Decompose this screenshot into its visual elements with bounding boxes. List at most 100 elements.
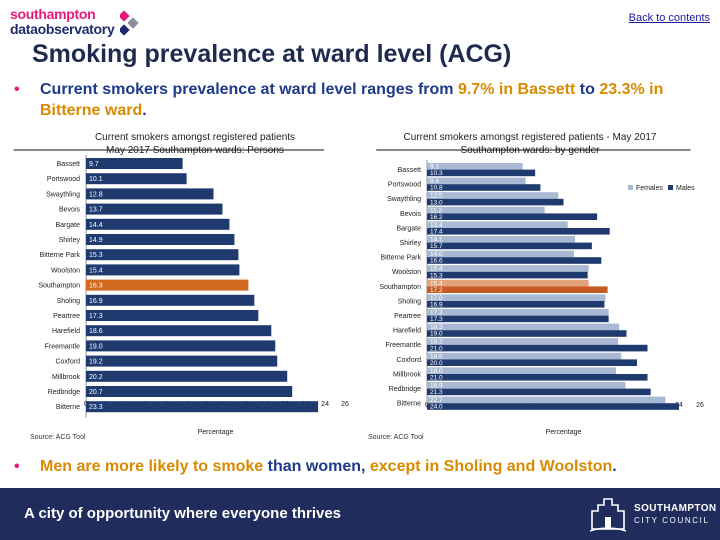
bar: [86, 234, 235, 245]
category-label: Bevois: [59, 207, 81, 214]
right-chart-source: Source: ACG Tool: [368, 434, 424, 441]
bullet1-post: .: [142, 102, 147, 119]
bar-male: [427, 184, 541, 191]
category-label: Freemantle: [386, 342, 422, 349]
category-label: Coxford: [396, 357, 421, 364]
bar: [86, 203, 223, 215]
bar-male: [427, 286, 608, 293]
category-label: Peartree: [394, 313, 421, 320]
data-label-female: 18.9: [430, 383, 443, 390]
data-label-female: 17.0: [430, 295, 443, 302]
bar-male: [427, 330, 627, 337]
bar: [86, 188, 214, 200]
legend-swatch-males: [668, 185, 673, 190]
category-label: Southampton: [379, 284, 421, 291]
bar-female: [427, 352, 622, 360]
data-label: 19.2: [89, 359, 103, 366]
bar: [86, 370, 288, 382]
category-label: Shirley: [59, 237, 81, 244]
x-tick-label: 26: [696, 402, 704, 409]
data-label-male: 13.0: [430, 199, 443, 206]
bar: [86, 264, 240, 276]
logo-line1: southampton: [10, 6, 96, 22]
category-label: Redbridge: [48, 389, 80, 396]
category-label: Bitterne: [56, 404, 80, 411]
bar-male: [427, 242, 592, 250]
data-label: 23.3: [89, 404, 103, 411]
data-label-male: 16.6: [430, 258, 443, 265]
category-label: Harefield: [52, 328, 80, 335]
bullet1-highlight-max: 23.3% in Bitterne ward: [40, 81, 664, 119]
bar: [86, 249, 239, 261]
bar-male: [427, 169, 536, 177]
data-label-female: 9.1: [430, 164, 439, 171]
category-label: Freemantle: [45, 343, 81, 350]
bar-female: [427, 265, 589, 272]
data-label-male: 15.7: [430, 243, 443, 250]
data-label-male: 21.0: [430, 375, 443, 382]
data-label-female: 18.0: [430, 368, 443, 375]
data-label-male: 15.3: [430, 272, 443, 279]
category-label: Woolston: [392, 269, 421, 276]
bar-male: [427, 271, 588, 279]
category-label: Millbrook: [52, 374, 81, 381]
category-label: Swaythling: [46, 191, 80, 198]
category-label: Bargate: [396, 225, 421, 232]
legend-label-males: Males: [676, 185, 695, 192]
bullet1-pre: Current smokers prevalence at ward level…: [40, 81, 458, 98]
bar-male: [427, 344, 648, 352]
bar: [86, 340, 276, 352]
data-label-male: 17.2: [430, 287, 443, 294]
bar-female: [427, 192, 559, 199]
data-label-female: 9.4: [430, 178, 439, 185]
data-label-female: 18.3: [430, 324, 443, 331]
bar: [86, 401, 319, 413]
data-label-female: 13.4: [430, 222, 443, 229]
bar-male: [427, 403, 679, 410]
category-label: Redbridge: [389, 386, 421, 393]
bar-male: [427, 359, 637, 366]
x-tick-label: 24: [321, 401, 329, 408]
x-tick-label: 26: [341, 401, 349, 408]
legend-swatch-females: [628, 185, 633, 190]
data-label-female: 12.5: [430, 193, 443, 200]
gender-bar-chart: 02468101214161820222426PercentageBassett…: [376, 149, 704, 436]
bar-southampton: [86, 279, 249, 291]
footer-org-line1: SOUTHAMPTON: [634, 503, 717, 514]
category-label: Portswood: [47, 176, 80, 183]
data-label-female: 18.5: [430, 353, 443, 360]
category-label: Bitterne Park: [381, 255, 422, 262]
data-label-female: 22.7: [430, 397, 443, 404]
bullet-dot-icon: •: [14, 81, 20, 98]
left-chart-source: Source: ACG Tool: [30, 434, 86, 441]
data-label: 18.6: [89, 328, 103, 335]
category-label: Coxford: [55, 359, 80, 366]
data-label: 15.3: [89, 252, 103, 259]
data-label-male: 20.0: [430, 360, 443, 367]
persons-bar-chart: 02468101214161820222426PercentageBassett…: [13, 149, 349, 436]
data-label: 19.0: [89, 343, 103, 350]
bar-female: [427, 177, 526, 185]
data-label-male: 10.8: [430, 185, 443, 192]
data-label-male: 17.3: [430, 316, 443, 323]
data-label-female: 15.4: [430, 280, 443, 287]
data-label-male: 19.0: [430, 331, 443, 338]
category-label: Portswood: [388, 182, 421, 189]
bullet1-highlight-min: 9.7% in Bassett: [457, 81, 576, 98]
bar-female: [427, 206, 545, 214]
back-to-contents-link[interactable]: Back to contents: [628, 12, 710, 24]
footer-org-line2: CITY COUNCIL: [634, 516, 710, 525]
data-label-male: 10.3: [430, 170, 443, 177]
bar-male: [427, 301, 605, 308]
bar: [86, 355, 278, 367]
bullet-dot-icon: •: [14, 458, 20, 475]
bar-female: [427, 294, 606, 301]
data-label-female: 11.2: [430, 207, 443, 214]
logo-line2: dataobservatory: [10, 21, 115, 37]
bullet2-post: .: [612, 458, 617, 475]
category-label: Swaythling: [387, 196, 421, 203]
bar-female: [427, 250, 574, 258]
bar-female: [427, 236, 576, 243]
category-label: Woolston: [51, 267, 80, 274]
category-label: Bitterne Park: [40, 252, 81, 259]
